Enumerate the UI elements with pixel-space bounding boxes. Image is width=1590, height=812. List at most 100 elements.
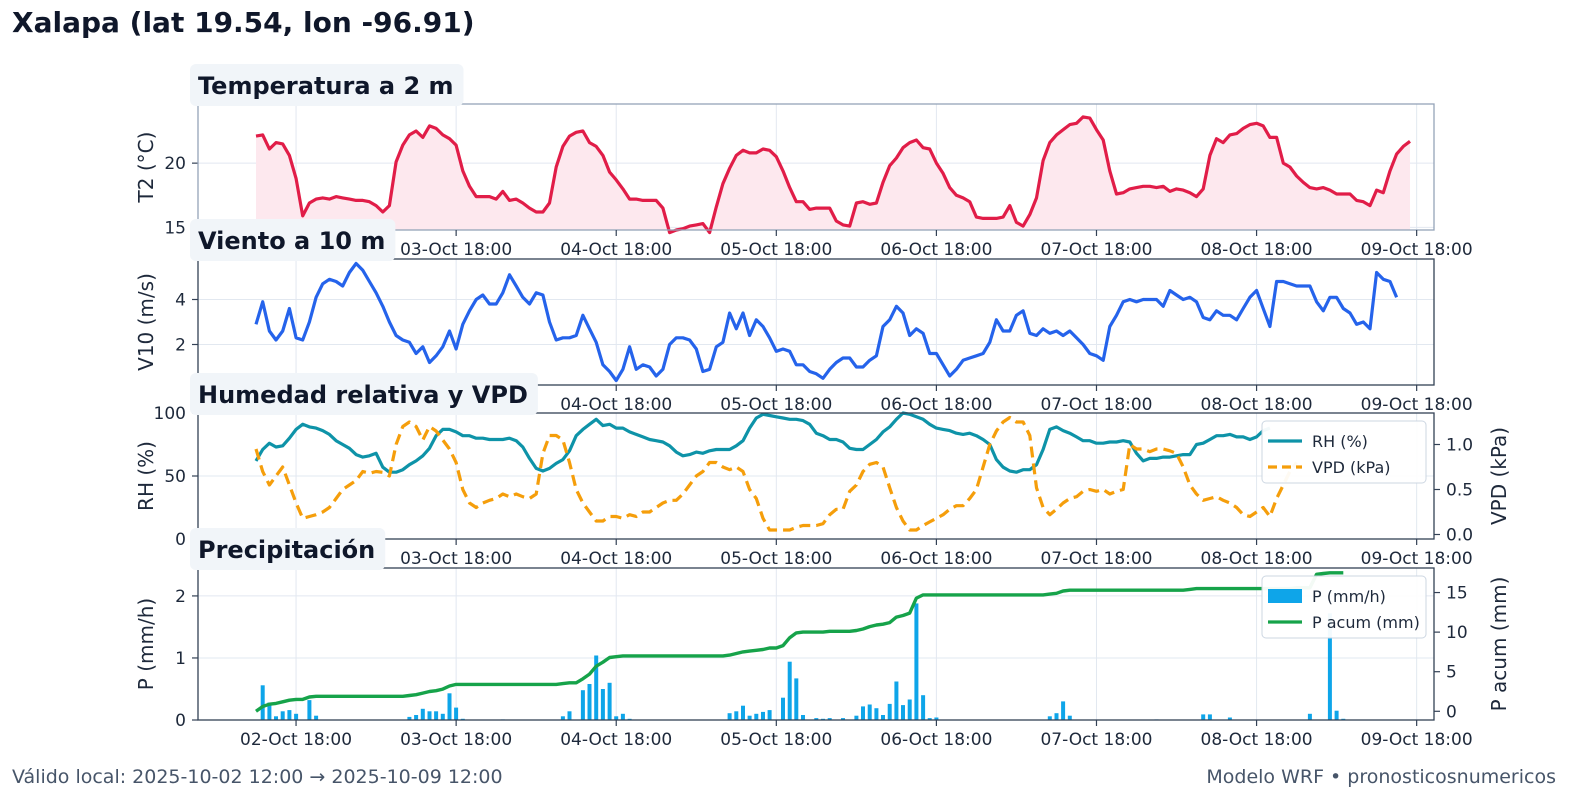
plot-frame [197,567,1435,721]
precip-bar [854,715,859,720]
y-tick-label: 20 [164,154,186,174]
y-tick-label: 2 [175,587,186,607]
precip-bar [440,713,445,720]
vpd-line [254,415,1298,532]
x-tick-label: 07-Oct 18:00 [1040,549,1152,569]
precip-bar [1227,717,1232,720]
legend-box [1261,575,1427,639]
y2-tick-label: 0.0 [1446,526,1473,546]
precip-bar [1047,716,1052,720]
legend-label: P acum (mm) [1312,613,1420,632]
panel-title-text: Precipitación [198,536,375,564]
precip-bar [914,603,919,720]
precip-bar [787,661,792,720]
x-tick-label: 03-Oct 18:00 [400,730,512,750]
footer-valid-range: Válido local: 2025-10-02 12:00 → 2025-10… [12,766,503,788]
precip-bar [934,717,939,720]
y-tick-label: 0 [175,711,186,731]
x-tick-label: 08-Oct 18:00 [1201,730,1313,750]
precip-bar [314,715,319,720]
precip-bar [600,689,605,720]
precip-bar [1067,715,1072,720]
precip-bar [874,708,879,720]
precip-bar [734,711,739,720]
panel-title-text: Temperatura a 2 m [198,72,454,100]
y-tick-label: 4 [175,291,186,311]
panel-title: Viento a 10 m [190,219,396,261]
y2-tick-label: 15 [1446,584,1468,604]
panel-title: Humedad relativa y VPD [190,373,538,415]
precip-bar [587,684,592,720]
y2-tick-label: 5 [1446,663,1457,683]
plot-frame [197,412,1435,540]
precip-bar [427,711,432,720]
x-tick-label: 05-Oct 18:00 [720,240,832,260]
x-tick-label: 08-Oct 18:00 [1201,549,1313,569]
y2-tick-label: 1.0 [1446,436,1473,456]
legend: P (mm/h) P acum (mm) [1261,575,1427,639]
precip-bar [434,711,439,720]
y-tick-label: 2 [175,336,186,356]
x-tick-label: 09-Oct 18:00 [1361,549,1473,569]
precip-bar [607,682,612,720]
panel-4: 0 1 2 0 5 10 15 02-Oct 18:00 03-Oct 18:00 04-Oct … [134,528,1511,750]
precip-bar [927,718,932,720]
y-axis-label: V10 (m/s) [134,273,158,371]
legend-label: VPD (kPa) [1312,458,1390,477]
precip-bar [894,681,899,720]
legend-box [1261,420,1427,484]
precip-bar [560,716,565,720]
precip-bar [767,710,772,720]
precip-bar [280,711,285,720]
page-title: Xalapa (lat 19.54, lon -96.91) [12,6,475,39]
x-tick-label: 04-Oct 18:00 [560,549,672,569]
precip-acc-line [255,571,1344,713]
precip-bar [827,718,832,720]
footer-model-credit: Modelo WRF • pronosticosnumericos [1206,766,1556,788]
x-tick-label: 02-Oct 18:00 [240,730,352,750]
precip-bar [420,708,425,720]
precip-bar [921,695,926,720]
y2-axis-label: P acum (mm) [1487,577,1511,712]
x-tick-label: 06-Oct 18:00 [880,395,992,415]
panel-title: Precipitación [190,528,386,570]
panel-title-text: Humedad relativa y VPD [198,381,528,409]
y2-tick-label: 10 [1446,623,1468,643]
precip-bar [727,713,732,720]
y2-axis-label: VPD (kPa) [1487,427,1511,525]
precip-bar [861,706,865,720]
precip-bar [580,690,585,720]
plot-area [198,259,1434,385]
y-tick-label: 0 [175,530,186,550]
x-tick-label: 08-Oct 18:00 [1201,240,1313,260]
legend-label: RH (%) [1312,432,1368,451]
y-tick-label: 100 [154,404,186,424]
precip-bar [761,711,765,720]
x-tick-label: 03-Oct 18:00 [400,240,512,260]
precip-bar [794,678,799,720]
x-tick-label: 06-Oct 18:00 [880,730,992,750]
legend: RH (%) VPD (kPa) [1261,420,1427,484]
precip-bar [620,713,625,720]
panel-title-text: Viento a 10 m [198,227,385,255]
y-axis-label: T2 (°C) [134,132,158,204]
y2-tick-label: 0 [1446,702,1457,722]
precip-bar [781,697,785,720]
x-tick-label: 07-Oct 18:00 [1040,240,1152,260]
x-tick-label: 09-Oct 18:00 [1361,730,1473,750]
x-tick-label: 05-Oct 18:00 [720,549,832,569]
x-tick-label: 06-Oct 18:00 [880,549,992,569]
precip-bar [567,711,572,720]
x-tick-label: 06-Oct 18:00 [880,240,992,260]
precip-bar [1307,713,1312,720]
x-tick-label: 07-Oct 18:00 [1040,730,1152,750]
x-tick-label: 04-Oct 18:00 [560,240,672,260]
x-tick-label: 03-Oct 18:00 [400,549,512,569]
precip-bar [274,716,278,720]
precip-bar [260,685,265,720]
plot-frame [197,258,1435,386]
panel-title: Temperatura a 2 m [190,64,464,106]
